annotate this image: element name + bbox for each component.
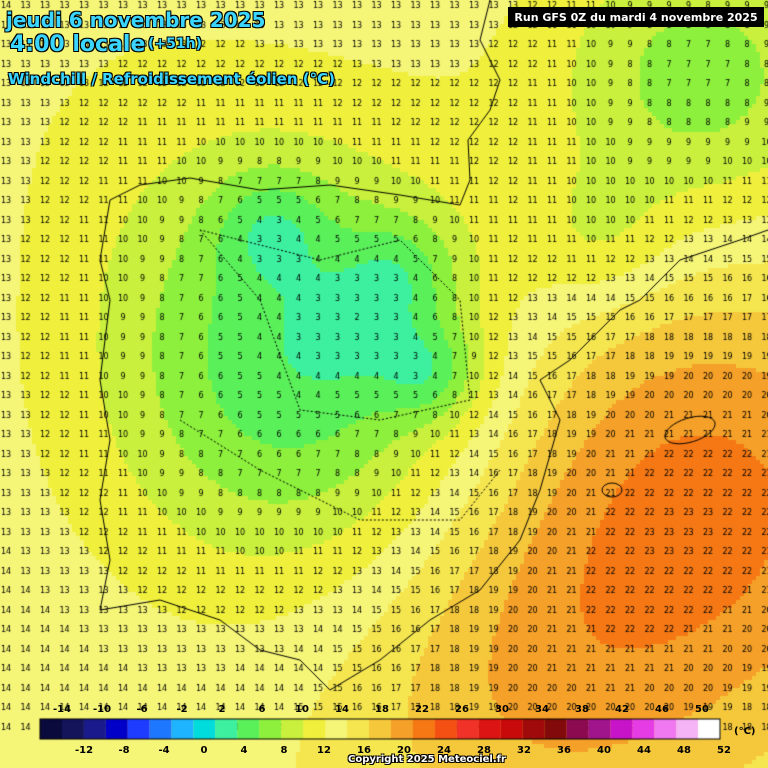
scale-label-bottom: 52 (717, 745, 731, 756)
scale-label-bottom: 32 (517, 745, 531, 756)
scale-label-bottom: 12 (317, 745, 331, 756)
scale-label-top: 6 (258, 704, 266, 715)
forecast-time: 4:00 locale (10, 32, 146, 57)
scale-label-top: 30 (495, 704, 509, 715)
scale-label-top: 14 (335, 704, 349, 715)
scale-label-bottom: 4 (240, 745, 248, 756)
scale-label-bottom: -8 (118, 745, 130, 756)
copyright: Copyright 2025 Meteociel.fr (348, 754, 506, 765)
scale-label-top: 42 (615, 704, 629, 715)
scale-label-top: 2 (218, 704, 226, 715)
scale-label-bottom: 0 (200, 745, 208, 756)
product-title: Windchill / Refroidissement éolien (°C) (8, 70, 335, 88)
scale-label-bottom: 44 (637, 745, 651, 756)
scale-label-top: 10 (295, 704, 309, 715)
scale-label-top: 38 (575, 704, 589, 715)
scale-label-bottom: 16 (357, 745, 371, 756)
scale-label-top: -14 (52, 704, 72, 715)
forecast-date: jeudi 6 novembre 2025 (6, 8, 266, 32)
scale-label-bottom: -12 (74, 745, 94, 756)
run-info: Run GFS 0Z du mardi 4 novembre 2025 (508, 7, 764, 27)
scale-label-top: 26 (455, 704, 469, 715)
scale-label-top: 46 (655, 704, 669, 715)
forecast-offset: (+51h) (148, 36, 202, 52)
scale-label-bottom: 8 (280, 745, 288, 756)
scale-label-top: 22 (415, 704, 429, 715)
scale-label-top: 34 (535, 704, 549, 715)
scale-label-top: -2 (176, 704, 188, 715)
scale-label-bottom: 40 (597, 745, 611, 756)
scale-label-top: -6 (136, 704, 148, 715)
scale-label-bottom: 20 (397, 745, 411, 756)
scale-label-bottom: 48 (677, 745, 691, 756)
scale-label-top: 18 (375, 704, 389, 715)
scale-label-top: 50 (695, 704, 709, 715)
scale-unit: (°C) (734, 726, 756, 737)
scale-label-top: -10 (92, 704, 112, 715)
scale-label-bottom: 36 (557, 745, 571, 756)
scale-label-bottom: 28 (477, 745, 491, 756)
scale-label-bottom: -4 (158, 745, 170, 756)
scale-label-bottom: 24 (437, 745, 451, 756)
